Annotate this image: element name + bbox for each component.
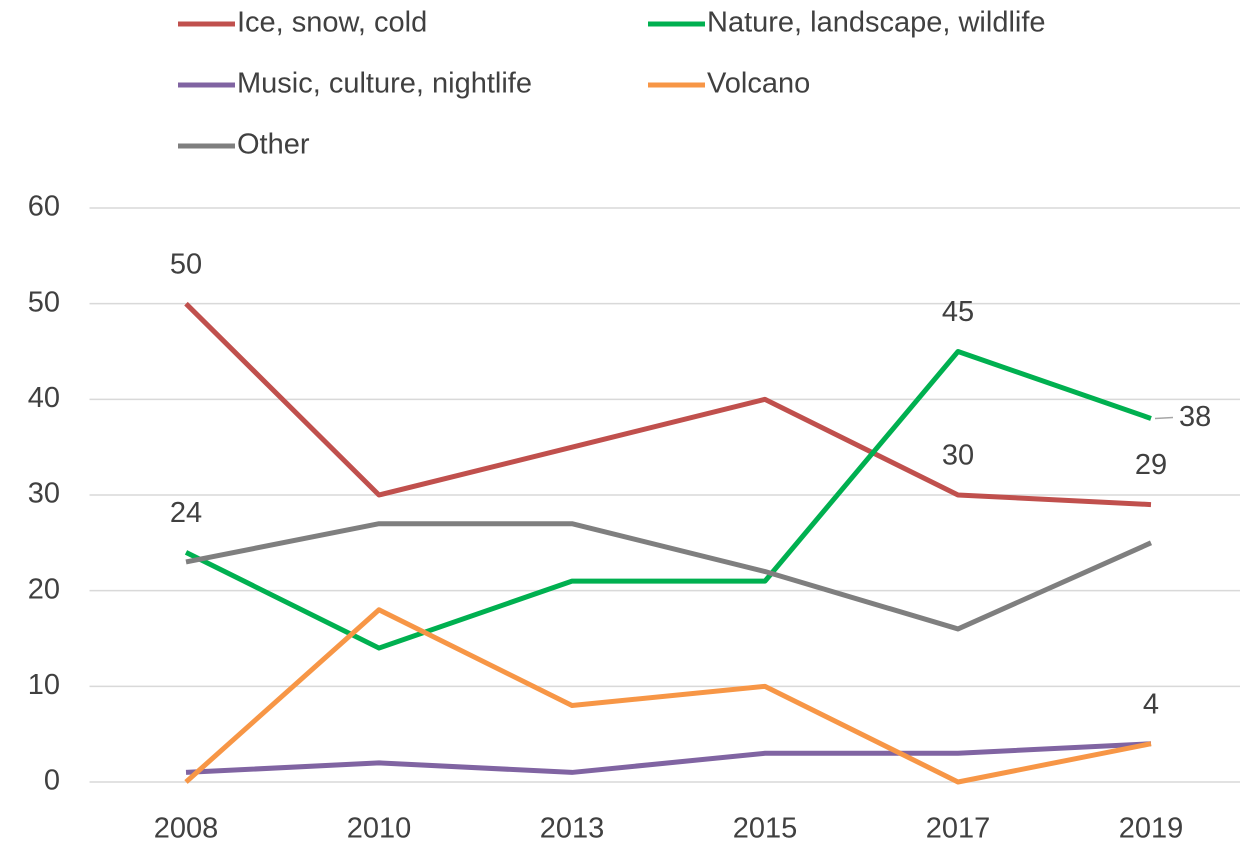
legend-label: Nature, landscape, wildlife — [707, 7, 1046, 39]
data-label: 45 — [942, 296, 974, 328]
y-tick-label: 30 — [28, 478, 60, 510]
series-line — [184, 301, 1152, 508]
x-tick-label: 2019 — [1119, 813, 1184, 845]
legend-label: Music, culture, nightlife — [237, 68, 532, 100]
data-label: 38 — [1179, 401, 1211, 433]
legend-label: Ice, snow, cold — [237, 7, 427, 39]
legend-label: Other — [237, 129, 310, 161]
legend-label: Volcano — [707, 68, 810, 100]
y-tick-label: 60 — [28, 191, 60, 223]
leader-line — [1154, 416, 1174, 420]
data-label: 30 — [942, 440, 974, 472]
data-label: 24 — [170, 497, 202, 529]
x-tick-label: 2017 — [926, 813, 991, 845]
series-line — [185, 741, 1152, 775]
x-tick-label: 2010 — [347, 813, 412, 845]
y-tick-label: 0 — [44, 765, 60, 797]
data-label: 50 — [170, 248, 202, 280]
y-tick-label: 40 — [28, 382, 60, 414]
x-tick-label: 2015 — [733, 813, 798, 845]
x-tick-label: 2013 — [540, 813, 605, 845]
data-label: 4 — [1143, 688, 1159, 720]
y-tick-label: 10 — [28, 669, 60, 701]
data-label: 29 — [1135, 449, 1167, 481]
series-line — [185, 521, 1153, 632]
series-line — [184, 349, 1152, 651]
x-tick-label: 2008 — [154, 813, 219, 845]
y-tick-label: 50 — [28, 286, 60, 318]
series-line — [184, 607, 1152, 785]
y-tick-label: 20 — [28, 573, 60, 605]
